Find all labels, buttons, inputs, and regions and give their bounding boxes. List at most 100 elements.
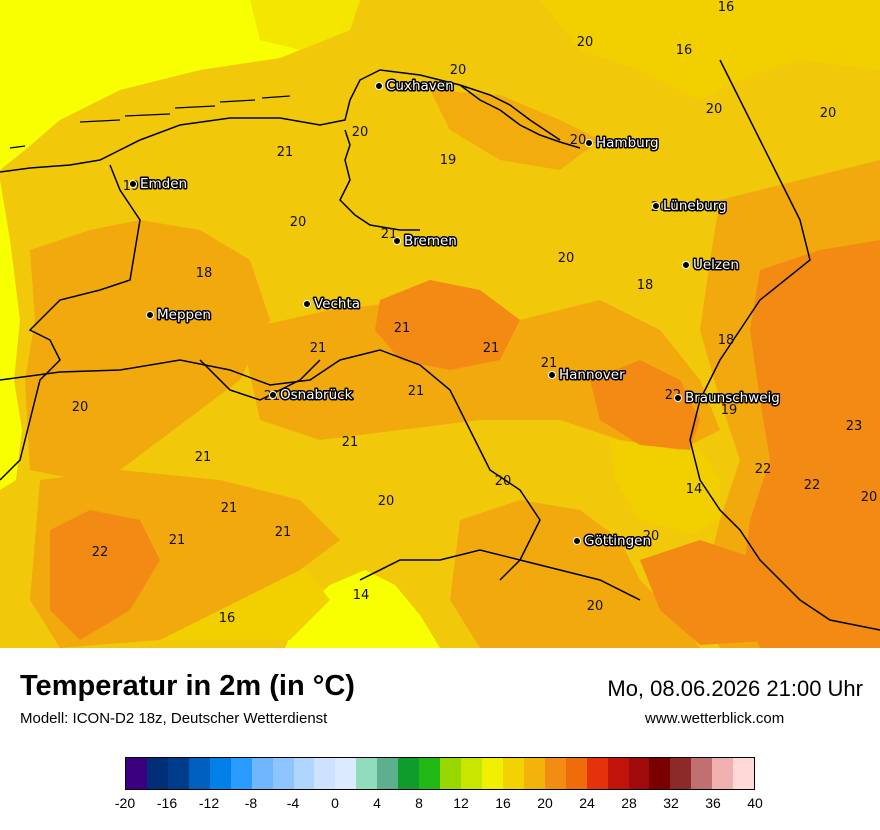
city-label[interactable]: Hamburg [595,134,661,153]
city-label[interactable]: Lüneburg [662,197,729,216]
city-dot-icon [573,537,581,545]
temperature-value: 19 [721,403,738,418]
coastline-east-frisia [0,69,561,173]
color-legend-ticks: -20 -16 -12 -8 -4 0 4 8 12 16 20 24 28 32 36 40 [115,795,763,815]
city-label[interactable]: Osnabrück [279,386,355,405]
coastline [0,59,880,631]
island-5 [261,95,291,99]
color-legend-segment [314,758,336,789]
city-label[interactable]: Emden [139,175,189,194]
temperature-value: 21 [394,321,411,336]
hot-zone-east [740,240,880,648]
city-dot-icon [548,371,556,379]
temperature-value: 16 [676,43,693,58]
color-legend-segment [733,758,755,789]
city-dot-icon [303,300,311,308]
city-label[interactable]: Bremen [403,232,459,251]
temperature-value: 22 [755,462,772,477]
state-border-south [0,349,541,581]
temperature-value: 20 [820,106,837,121]
temperature-value: 20 [495,474,512,489]
temperature-value: 20 [570,133,587,148]
temperature-value: 20 [558,251,575,266]
chart-title: Temperatur in 2m (in °C) [20,670,355,702]
color-legend-segment [565,758,587,789]
temperature-value: 20 [72,400,89,415]
color-legend-segment [586,758,608,789]
temperature-value: 20 [577,35,594,50]
harz-yellow-field [610,430,720,535]
city-label[interactable]: Vechta [313,295,362,314]
color-legend-segment [230,758,252,789]
temperature-value: 18 [718,333,735,348]
color-legend-segment [167,758,189,789]
temperature-value: 18 [637,278,654,293]
state-border-southwest [199,359,321,401]
color-legend-tick: 32 [663,795,679,811]
color-legend-segment [461,758,482,789]
islands [9,95,291,149]
temperature-value: 20 [587,599,604,614]
city-label[interactable]: Uelzen [692,256,741,275]
temperature-value: 21 [310,341,327,356]
color-legend-tick: -4 [286,795,300,811]
city-label[interactable]: Göttingen [583,532,653,551]
city-label[interactable]: Braunschweig [684,389,782,408]
color-legend-tick: 4 [373,795,381,811]
color-legend-tick: 40 [747,795,763,811]
temperature-value: 21 [277,145,294,160]
city-dot-icon [269,391,277,399]
island-4 [219,99,256,103]
color-legend-tick: 20 [537,795,553,811]
color-legend-segment [356,758,378,789]
temperature-value: 22 [804,478,821,493]
color-legend-segment [712,758,734,789]
island-3 [174,105,216,109]
city-label[interactable]: Cuxhaven [385,77,456,96]
temperature-map[interactable]: 16 20 16 20 20 20 20 21 19 20 19 20 21 20 18 20 18 21 21 21… [0,0,880,648]
city-label[interactable]: Hannover [558,366,627,385]
color-legend-segment [691,758,713,789]
hot-zone-southwest [50,510,160,640]
color-legend-segment [419,758,441,789]
color-legend-segment [628,758,650,789]
color-legend-segment [440,758,461,789]
temperature-value: 21 [483,341,500,356]
temperature-value: 21 [541,356,558,371]
city-dot-icon [393,237,401,245]
warm-band-west [25,220,270,480]
city-label[interactable]: Meppen [156,306,213,325]
temperature-value: 21 [275,525,292,540]
color-legend-segment [377,758,399,789]
color-legend-segment [481,758,503,789]
temperature-value: 22 [92,545,109,560]
hot-zone-southeast [640,540,800,645]
temperature-value: 20 [450,63,467,78]
color-legend-segment [670,758,692,789]
temperature-value: 21 [342,435,359,450]
city-dot-icon [652,202,660,210]
temperature-value: 23 [846,419,863,434]
color-legend-tick: -16 [156,795,178,811]
temperature-value: 16 [219,611,236,626]
temperature-value: 20 [378,494,395,509]
temperature-labels: 16 20 16 20 20 20 20 21 19 20 19 20 21 20 18 20 18 21 21 21… [72,0,878,626]
hot-zone-leine [375,280,520,370]
color-legend-tick: -20 [114,795,136,811]
color-legend-tick: 0 [331,795,339,811]
color-legend-tick: 12 [453,795,469,811]
color-legend-tick: -12 [198,795,220,811]
color-legend-segment [649,758,671,789]
city-dot-icon [585,139,593,147]
color-legend-bar [125,757,755,790]
temperature-value: 14 [353,588,370,603]
island-2 [124,113,171,117]
city-markers: Cuxhaven Hamburg Emden Lüneburg Bremen Uelzen… [129,77,782,551]
website-url[interactable]: www.wetterblick.com [645,710,785,727]
temperature-value: 20 [352,125,369,140]
east-yellow-field [540,0,880,100]
temperature-value: 18 [196,266,213,281]
hot-zone-braunschweig [590,360,700,450]
city-dot-icon [375,82,383,90]
color-legend-segment [188,758,210,789]
